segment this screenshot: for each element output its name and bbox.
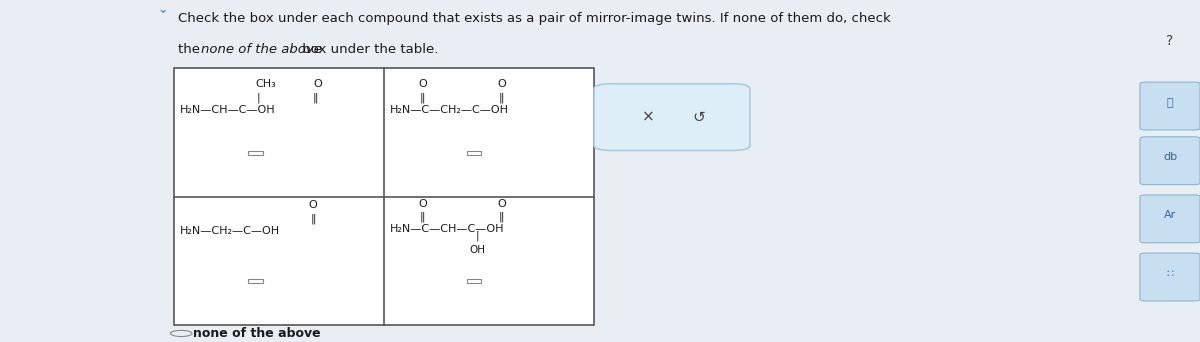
- Text: Ar: Ar: [1164, 210, 1176, 221]
- Text: H₂N—C—CH—C—OH: H₂N—C—CH—C—OH: [390, 224, 504, 234]
- Text: ‖: ‖: [420, 92, 425, 103]
- Text: none of the above: none of the above: [193, 327, 320, 340]
- Text: the: the: [178, 43, 204, 56]
- Text: ‖: ‖: [311, 213, 316, 224]
- Text: H₂N—CH₂—C—OH: H₂N—CH₂—C—OH: [180, 226, 280, 236]
- Bar: [467, 151, 481, 155]
- Text: |: |: [475, 231, 480, 241]
- FancyBboxPatch shape: [1140, 253, 1200, 301]
- Text: ∷: ∷: [1166, 268, 1174, 279]
- Text: O: O: [418, 79, 427, 89]
- Text: H₂N—CH—C—OH: H₂N—CH—C—OH: [180, 105, 276, 115]
- FancyBboxPatch shape: [1140, 137, 1200, 185]
- Text: O: O: [308, 200, 318, 210]
- Text: ⌄: ⌄: [158, 3, 168, 16]
- FancyBboxPatch shape: [1140, 195, 1200, 243]
- Text: |: |: [256, 92, 260, 103]
- Text: H₂N—C—CH₂—C—OH: H₂N—C—CH₂—C—OH: [390, 105, 509, 115]
- Text: O: O: [497, 79, 506, 89]
- Text: ‖: ‖: [313, 92, 318, 103]
- Bar: [248, 151, 263, 155]
- Text: OH: OH: [469, 245, 486, 255]
- FancyBboxPatch shape: [594, 84, 750, 150]
- Text: CH₃: CH₃: [256, 79, 276, 89]
- Text: ×: ×: [642, 110, 654, 124]
- Text: ‖: ‖: [420, 212, 425, 222]
- Text: O: O: [418, 199, 427, 209]
- Text: ‖: ‖: [499, 212, 504, 222]
- Text: ?: ?: [1166, 34, 1174, 48]
- Text: 📚: 📚: [1166, 97, 1174, 108]
- Text: Check the box under each compound that exists as a pair of mirror-image twins. I: Check the box under each compound that e…: [178, 12, 890, 25]
- Bar: [248, 279, 263, 283]
- Text: db: db: [1163, 152, 1177, 162]
- Text: O: O: [313, 79, 322, 89]
- Polygon shape: [174, 68, 594, 325]
- Text: ↺: ↺: [692, 110, 704, 124]
- Text: O: O: [497, 199, 506, 209]
- FancyBboxPatch shape: [1140, 82, 1200, 130]
- Text: ‖: ‖: [499, 92, 504, 103]
- Text: box under the table.: box under the table.: [298, 43, 438, 56]
- Text: none of the above: none of the above: [200, 43, 322, 56]
- Bar: [467, 279, 481, 283]
